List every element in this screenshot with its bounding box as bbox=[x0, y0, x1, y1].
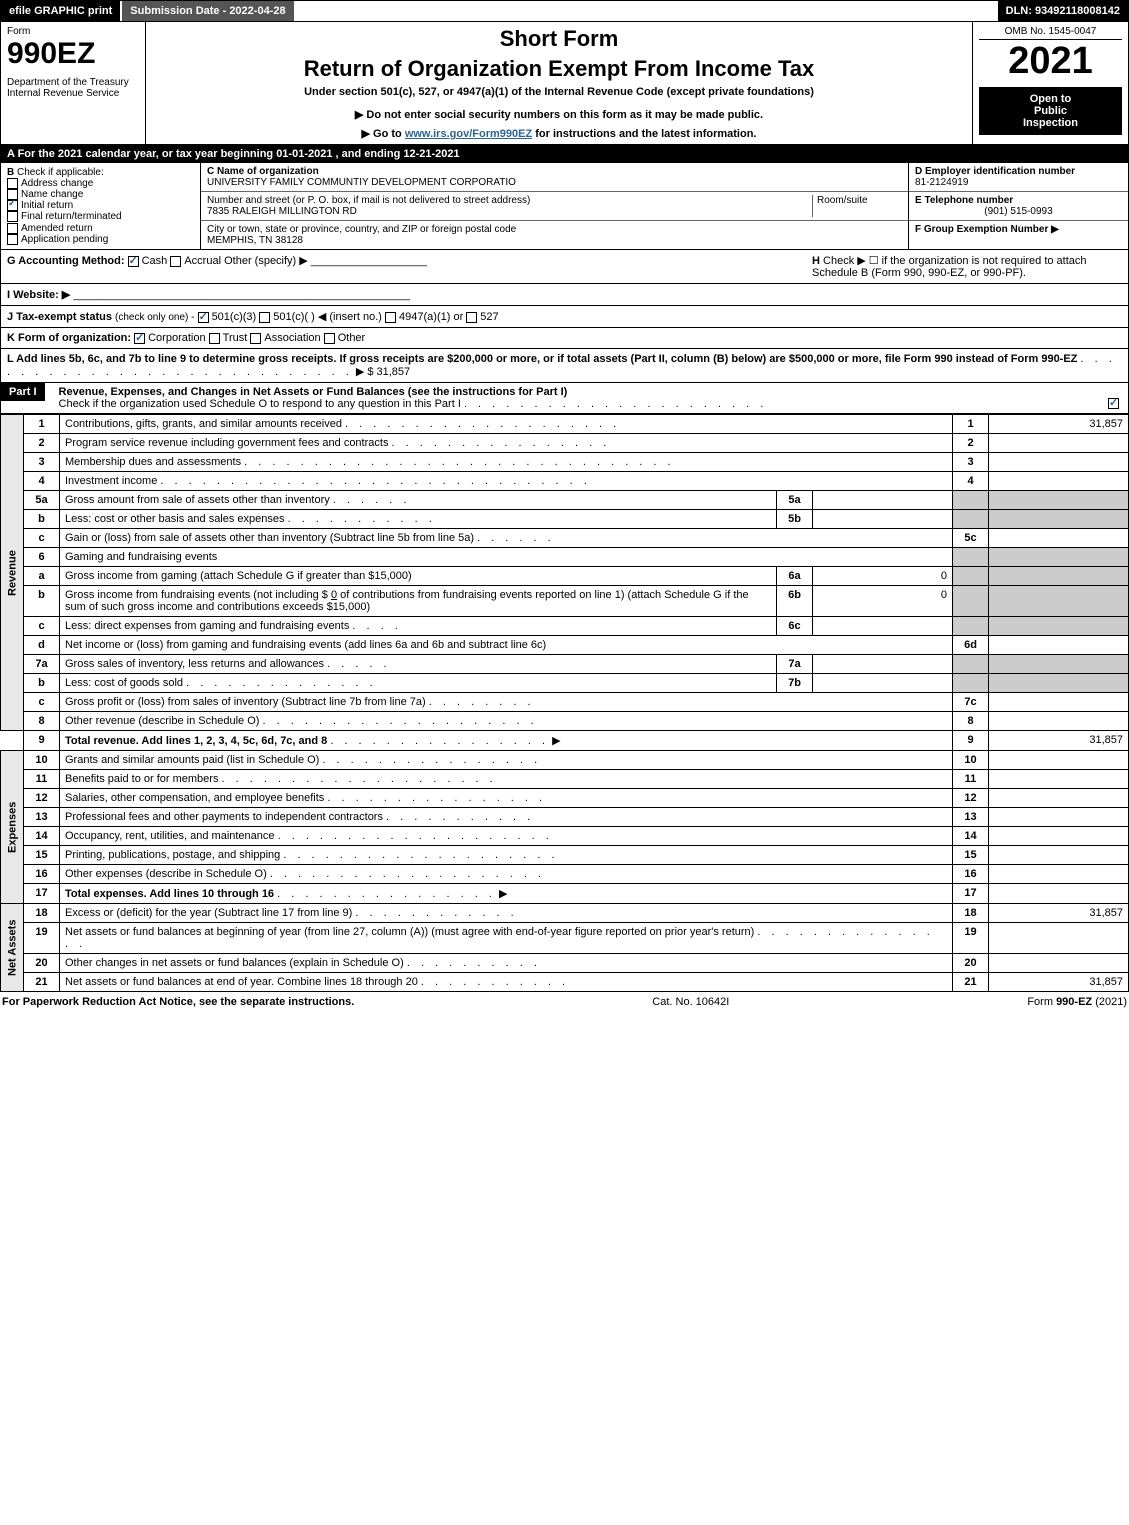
part1-header: Part I Revenue, Expenses, and Changes in… bbox=[0, 383, 1129, 414]
ein: 81-2124919 bbox=[915, 177, 968, 188]
cat-no: Cat. No. 10642I bbox=[652, 996, 729, 1008]
section-def: D Employer identification number 81-2124… bbox=[908, 163, 1128, 249]
checkbox-527[interactable] bbox=[466, 312, 477, 323]
phone: (901) 515-0993 bbox=[915, 206, 1122, 217]
subsection-text: Under section 501(c), 527, or 4947(a)(1)… bbox=[152, 86, 966, 98]
section-c: C Name of organization UNIVERSITY FAMILY… bbox=[201, 163, 908, 249]
checkbox-trust[interactable] bbox=[209, 333, 220, 344]
checkbox-schedule-o[interactable] bbox=[1108, 398, 1119, 409]
form-label: Form bbox=[7, 26, 139, 37]
checkbox-amended[interactable] bbox=[7, 223, 18, 234]
section-gh: G Accounting Method: Cash Accrual Other … bbox=[0, 250, 1129, 284]
form-ref: Form 990-EZ (2021) bbox=[1027, 996, 1127, 1008]
netassets-label: Net Assets bbox=[1, 904, 24, 992]
org-city: MEMPHIS, TN 38128 bbox=[207, 235, 303, 246]
section-l: L Add lines 5b, 6c, and 7b to line 9 to … bbox=[0, 349, 1129, 383]
checkbox-initial-return[interactable] bbox=[7, 200, 18, 211]
efile-topbar: efile GRAPHIC print Submission Date - 20… bbox=[0, 0, 1129, 22]
short-form-title: Short Form bbox=[152, 26, 966, 52]
open-to-public: Open to Public Inspection bbox=[979, 87, 1122, 135]
checkbox-final-return[interactable] bbox=[7, 211, 18, 222]
form-number: 990EZ bbox=[7, 37, 139, 71]
checkbox-501c[interactable] bbox=[259, 312, 270, 323]
submission-date: Submission Date - 2022-04-28 bbox=[122, 1, 295, 21]
checkbox-4947[interactable] bbox=[385, 312, 396, 323]
checkbox-other-org[interactable] bbox=[324, 333, 335, 344]
ssn-warning: ▶ Do not enter social security numbers o… bbox=[152, 108, 966, 121]
part1-badge: Part I bbox=[1, 383, 45, 401]
line9-value: 31,857 bbox=[989, 731, 1129, 751]
return-title: Return of Organization Exempt From Incom… bbox=[152, 56, 966, 82]
checkbox-cash[interactable] bbox=[128, 256, 139, 267]
irs-label: Internal Revenue Service bbox=[7, 88, 139, 99]
line21-value: 31,857 bbox=[989, 973, 1129, 992]
revenue-label: Revenue bbox=[1, 415, 24, 731]
dept-treasury: Department of the Treasury bbox=[7, 77, 139, 88]
org-name: UNIVERSITY FAMILY COMMUNTIY DEVELOPMENT … bbox=[207, 177, 516, 188]
org-street: 7835 RALEIGH MILLINGTON RD bbox=[207, 206, 357, 217]
irs-link[interactable]: www.irs.gov/Form990EZ bbox=[405, 128, 532, 140]
info-grid: B Check if applicable: Address change Na… bbox=[0, 163, 1129, 250]
gross-receipts: ▶ $ 31,857 bbox=[356, 366, 410, 378]
checkbox-pending[interactable] bbox=[7, 234, 18, 245]
omb-number: OMB No. 1545-0047 bbox=[979, 26, 1122, 40]
section-b: B Check if applicable: Address change Na… bbox=[1, 163, 201, 249]
efile-print-label: efile GRAPHIC print bbox=[1, 1, 122, 21]
tax-year: 2021 bbox=[979, 40, 1122, 83]
checkbox-corp[interactable] bbox=[134, 333, 145, 344]
section-k: K Form of organization: Corporation Trus… bbox=[0, 328, 1129, 349]
line-a-calendar-year: A For the 2021 calendar year, or tax yea… bbox=[0, 145, 1129, 163]
line1-value: 31,857 bbox=[989, 415, 1129, 434]
section-j: J Tax-exempt status (check only one) - 5… bbox=[0, 306, 1129, 328]
page-footer: For Paperwork Reduction Act Notice, see … bbox=[0, 992, 1129, 1012]
checkbox-accrual[interactable] bbox=[170, 256, 181, 267]
expenses-label: Expenses bbox=[1, 751, 24, 904]
line18-value: 31,857 bbox=[989, 904, 1129, 923]
goto-instructions: ▶ Go to www.irs.gov/Form990EZ for instru… bbox=[152, 127, 966, 140]
dln-number: DLN: 93492118008142 bbox=[998, 1, 1128, 21]
paperwork-notice: For Paperwork Reduction Act Notice, see … bbox=[2, 996, 354, 1008]
section-i: I Website: ▶ ___________________________… bbox=[0, 284, 1129, 306]
form-header: Form 990EZ Department of the Treasury In… bbox=[0, 22, 1129, 145]
part1-lines-table: Revenue 1 Contributions, gifts, grants, … bbox=[0, 414, 1129, 992]
checkbox-501c3[interactable] bbox=[198, 312, 209, 323]
checkbox-address-change[interactable] bbox=[7, 178, 18, 189]
checkbox-assoc[interactable] bbox=[250, 333, 261, 344]
